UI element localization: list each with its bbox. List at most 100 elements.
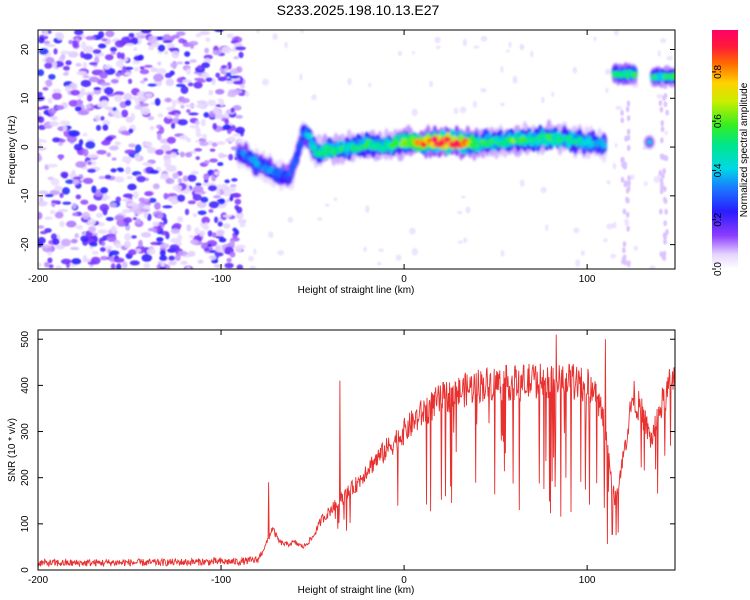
noise-blob bbox=[272, 33, 278, 41]
noise-blob bbox=[179, 135, 189, 140]
noise-blob bbox=[255, 30, 260, 34]
noise-blob bbox=[138, 197, 146, 203]
noise-blob bbox=[52, 238, 60, 246]
noise-blob bbox=[540, 186, 547, 194]
noise-blob bbox=[130, 37, 139, 42]
noise-blob bbox=[70, 238, 78, 244]
noise-blob bbox=[144, 92, 153, 98]
noise-blob bbox=[70, 89, 81, 96]
noise-blob bbox=[143, 64, 153, 68]
noise-blob bbox=[100, 187, 109, 194]
noise-blob bbox=[123, 93, 133, 101]
noise-blob bbox=[147, 83, 157, 87]
noise-blob bbox=[113, 257, 125, 263]
noise-blob bbox=[189, 43, 195, 49]
band-cell bbox=[631, 71, 638, 79]
noise-blob bbox=[222, 223, 231, 229]
noise-blob bbox=[195, 104, 204, 109]
noise-blob bbox=[128, 143, 136, 148]
noise-blob bbox=[127, 183, 137, 191]
noise-blob bbox=[146, 248, 156, 255]
noise-blob bbox=[72, 40, 79, 48]
noise-blob bbox=[121, 261, 128, 269]
noise-blob bbox=[217, 221, 223, 227]
ridge-cell bbox=[310, 144, 318, 152]
smear-cell bbox=[663, 238, 667, 245]
smear-cell bbox=[660, 154, 665, 161]
noise-blob bbox=[104, 106, 113, 110]
noise-blob bbox=[397, 50, 403, 57]
noise-blob bbox=[172, 184, 183, 191]
noise-blob bbox=[136, 175, 146, 183]
noise-blob bbox=[176, 234, 183, 242]
noise-blob bbox=[61, 187, 70, 195]
noise-blob bbox=[74, 233, 80, 239]
noise-blob bbox=[610, 253, 617, 259]
noise-blob bbox=[195, 33, 202, 38]
noise-blob bbox=[195, 132, 202, 138]
noise-blob bbox=[217, 204, 226, 209]
noise-blob bbox=[135, 144, 142, 153]
noise-blob bbox=[104, 245, 113, 250]
noise-blob bbox=[155, 81, 163, 86]
noise-blob bbox=[134, 32, 146, 37]
noise-blob bbox=[614, 30, 619, 36]
noise-blob bbox=[143, 77, 148, 82]
noise-blob bbox=[185, 266, 191, 269]
noise-blob bbox=[603, 238, 608, 243]
noise-blob bbox=[114, 114, 124, 119]
noise-blob bbox=[97, 229, 109, 234]
noise-blob bbox=[68, 130, 79, 137]
noise-blob bbox=[128, 249, 137, 256]
noise-blob bbox=[87, 204, 98, 212]
noise-blob bbox=[411, 247, 419, 256]
noise-blob bbox=[120, 52, 125, 60]
noise-blob bbox=[159, 255, 168, 262]
noise-blob bbox=[72, 176, 82, 180]
noise-blob bbox=[194, 148, 203, 152]
noise-blob bbox=[87, 154, 99, 158]
y-tick-label: 0 bbox=[20, 567, 31, 573]
noise-blob bbox=[171, 200, 177, 205]
noise-blob bbox=[38, 142, 42, 147]
noise-blob bbox=[119, 125, 128, 132]
noise-blob bbox=[187, 200, 196, 205]
spectrogram-x-label: Height of straight line (km) bbox=[298, 285, 415, 296]
noise-blob bbox=[156, 132, 162, 141]
noise-blob bbox=[99, 203, 110, 212]
noise-blob bbox=[135, 248, 142, 253]
noise-blob bbox=[109, 145, 119, 151]
noise-blob bbox=[201, 62, 210, 69]
noise-blob bbox=[110, 51, 117, 55]
noise-blob bbox=[38, 153, 42, 162]
noise-blob bbox=[457, 240, 463, 244]
noise-blob bbox=[229, 196, 234, 202]
noise-blob bbox=[125, 166, 131, 175]
noise-blob bbox=[80, 235, 89, 242]
noise-blob bbox=[76, 70, 87, 76]
noise-blob bbox=[185, 151, 193, 158]
snr-plot-area bbox=[38, 334, 675, 568]
noise-blob bbox=[248, 255, 255, 262]
noise-blob bbox=[163, 218, 168, 225]
noise-blob bbox=[39, 196, 44, 203]
noise-blob bbox=[115, 60, 124, 68]
noise-blob bbox=[82, 148, 89, 157]
x-tick-label: -100 bbox=[211, 575, 231, 586]
noise-blob bbox=[184, 208, 190, 216]
noise-blob bbox=[121, 109, 129, 118]
noise-blob bbox=[82, 255, 87, 263]
noise-blob bbox=[614, 143, 618, 148]
noise-blob bbox=[197, 259, 204, 264]
noise-blob bbox=[195, 156, 200, 161]
noise-blob bbox=[299, 73, 303, 81]
noise-blob bbox=[150, 67, 158, 73]
spectrogram-y-ticks: -20 -10 0 10 20 bbox=[20, 44, 675, 252]
noise-blob bbox=[45, 79, 53, 87]
noise-blob bbox=[63, 72, 69, 76]
noise-blob bbox=[91, 185, 97, 194]
noise-blob bbox=[146, 213, 152, 221]
smear-cell bbox=[627, 180, 631, 187]
noise-blob bbox=[268, 231, 274, 239]
noise-blob bbox=[89, 62, 98, 66]
